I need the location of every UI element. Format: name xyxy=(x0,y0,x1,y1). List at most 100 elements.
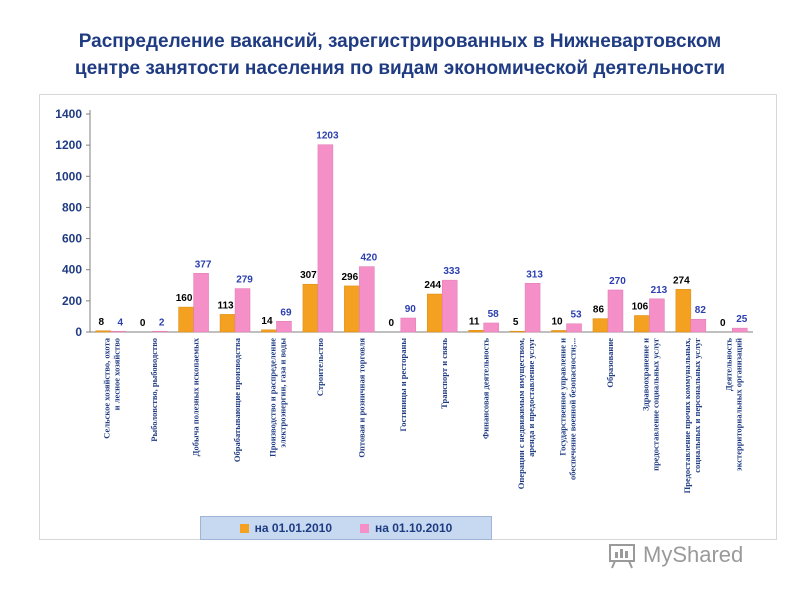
bar-series-2 xyxy=(400,317,417,333)
data-label-series-2: 2 xyxy=(159,318,165,329)
x-tick-label-group: Производство и распределение электроэнерг… xyxy=(267,338,287,457)
legend-label-series-2: на 01.10.2010 xyxy=(375,521,453,535)
bar-series-2 xyxy=(110,330,126,333)
x-tick-label-group: Здравоохранение и предоставление социальн… xyxy=(640,338,660,471)
x-tick-label: Предоставление прочих коммунальных, xyxy=(682,338,692,493)
y-tick-label: 800 xyxy=(62,200,82,214)
bar-series-2 xyxy=(193,273,209,333)
bar-series-1 xyxy=(178,306,194,333)
y-tick-label: 0 xyxy=(75,325,82,339)
bar-series-2 xyxy=(234,288,251,333)
bar-series-1 xyxy=(592,318,609,333)
bar-series-1 xyxy=(261,329,277,333)
legend-swatch-orange xyxy=(239,523,249,533)
bar-series-1 xyxy=(219,314,236,333)
x-tick-label: Гостиницы и рестораны xyxy=(398,338,408,432)
y-tick-label: 1000 xyxy=(55,169,82,183)
x-tick-label: Государственное управление и xyxy=(558,338,568,456)
x-tick-label-group: Государственное управление и обеспечение … xyxy=(558,338,578,480)
data-label-series-1: 160 xyxy=(176,293,193,304)
x-tick-label: Сельское хозяйство, охота xyxy=(102,337,112,438)
bar-series-2 xyxy=(483,322,499,333)
x-tick-label-group: Строительство xyxy=(315,338,325,396)
chart-title: Распределение вакансий, зарегистрированн… xyxy=(40,28,760,82)
title-line-2: центре занятости населения по видам экон… xyxy=(74,58,726,79)
data-label-series-2: 58 xyxy=(488,309,500,320)
x-tick-label: Обрабатывающие производства xyxy=(232,337,242,462)
bar-series-2 xyxy=(566,323,582,333)
x-tick-label-group: Гостиницы и рестораны xyxy=(398,338,408,432)
data-label-series-1: 5 xyxy=(513,317,519,328)
x-tick-label-group: Оптовая и розничная торговля xyxy=(356,338,366,458)
x-tick-label: Транспорт и связь xyxy=(439,337,449,408)
bar-series-1 xyxy=(675,289,692,333)
legend-item-series-2: на 01.10.2010 xyxy=(360,521,452,535)
bar-series-2 xyxy=(524,283,541,333)
data-label-series-1: 274 xyxy=(673,275,690,286)
data-label-series-2: 279 xyxy=(236,275,253,286)
x-tick-label: Операции с недвижимым имуществом, xyxy=(516,338,526,489)
bar-series-2 xyxy=(359,266,375,333)
bar-series-1 xyxy=(95,330,111,333)
data-label-series-1: 106 xyxy=(632,301,649,312)
title-line-1: Распределение вакансий, зарегистрированн… xyxy=(78,31,722,52)
x-tick-label-group: Образование xyxy=(605,338,615,388)
data-label-series-2: 4 xyxy=(117,317,123,328)
bar-series-1 xyxy=(468,330,484,333)
x-tick-label-group: Добыча полезных ископаемых xyxy=(191,337,201,456)
x-tick-label: обеспечение военной безопасности;... xyxy=(568,338,578,480)
data-label-series-2: 377 xyxy=(195,259,212,270)
data-label-series-2: 90 xyxy=(405,304,417,315)
presentation-icon xyxy=(609,544,635,569)
legend: на 01.01.2010 на 01.10.2010 xyxy=(200,516,492,540)
bar-series-1 xyxy=(509,330,526,333)
data-label-series-1: 0 xyxy=(389,318,395,329)
y-tick-label: 1200 xyxy=(55,138,82,152)
x-tick-label: экстерриториальных организаций xyxy=(733,338,743,471)
x-tick-label: аренда и предоставление услуг xyxy=(526,338,536,457)
data-label-series-2: 53 xyxy=(570,310,582,321)
data-label-series-2: 313 xyxy=(526,269,543,280)
x-tick-label-group: Обрабатывающие производства xyxy=(232,337,242,462)
legend-item-series-1: на 01.01.2010 xyxy=(239,521,332,535)
x-tick-label-group: Предоставление прочих коммунальных, социа… xyxy=(682,338,702,494)
x-tick-label-group: Операции с недвижимым имуществом, аренда … xyxy=(516,338,536,489)
x-tick-label-group: Транспорт и связь xyxy=(439,337,449,408)
x-tick-label: предоставление социальных услуг xyxy=(650,338,660,471)
x-tick-label: Деятельность xyxy=(723,337,733,391)
x-tick-label: и лесное хозяйство xyxy=(112,338,122,410)
x-tick-label: социальных и персональных услуг xyxy=(692,338,702,473)
data-label-series-1: 296 xyxy=(342,272,359,283)
bar-series-2 xyxy=(732,327,748,333)
data-label-series-2: 270 xyxy=(609,276,626,287)
x-tick-label: Оптовая и розничная торговля xyxy=(356,338,366,458)
data-label-series-1: 307 xyxy=(300,270,317,281)
x-tick-label-group: Финансовая деятельность xyxy=(481,337,491,439)
data-label-series-2: 69 xyxy=(280,307,292,318)
data-label-series-1: 11 xyxy=(469,316,480,327)
bar-series-2 xyxy=(690,318,707,333)
bar-series-2 xyxy=(441,279,458,333)
x-tick-label-group: Рыболовство, рыбоводство xyxy=(149,338,159,442)
chart-area: 0 200 400 600 800 1000 1200 1400 8 4 Сельское хозя… xyxy=(39,94,777,540)
data-label-series-2: 25 xyxy=(736,314,748,325)
bar-series-2 xyxy=(607,289,624,333)
bar-series-1 xyxy=(426,293,443,333)
data-label-series-2: 333 xyxy=(443,266,460,277)
data-label-series-1: 10 xyxy=(551,316,563,327)
y-tick-label: 400 xyxy=(62,263,82,277)
data-label-series-2: 420 xyxy=(361,253,378,264)
data-label-series-2: 213 xyxy=(651,285,668,296)
bar-series-1 xyxy=(302,283,319,333)
watermark: MyShared xyxy=(607,538,777,572)
data-label-series-1: 0 xyxy=(140,318,146,329)
legend-label-series-1: на 01.01.2010 xyxy=(254,521,332,535)
data-label-series-1: 86 xyxy=(593,305,605,316)
data-label-series-1: 113 xyxy=(217,300,234,311)
x-tick-label: Производство и распределение xyxy=(267,338,277,457)
bar-series-1 xyxy=(551,330,567,333)
x-tick-label: Здравоохранение и xyxy=(640,338,650,411)
x-tick-label-group: Деятельность экстерриториальных организац… xyxy=(723,337,743,471)
data-label-series-1: 14 xyxy=(261,316,273,327)
